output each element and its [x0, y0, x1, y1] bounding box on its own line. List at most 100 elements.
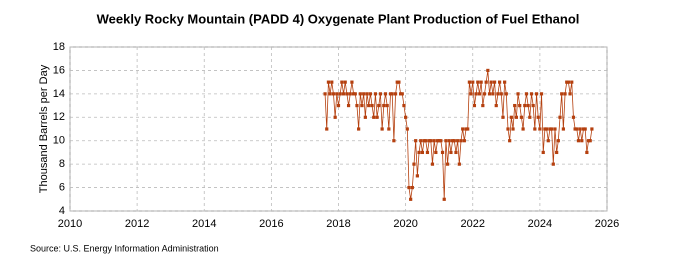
data-point: [402, 103, 406, 108]
data-point: [335, 92, 339, 96]
data-point: [447, 139, 451, 143]
data-point: [511, 127, 515, 131]
y-tick-label: 4: [59, 205, 65, 217]
data-point: [491, 92, 495, 96]
data-point: [365, 92, 369, 96]
data-point: [341, 92, 346, 96]
data-point: [412, 162, 416, 166]
data-point: [336, 103, 341, 108]
data-point: [378, 92, 383, 96]
data-point: [358, 92, 362, 96]
data-point: [526, 103, 530, 108]
data-point: [541, 150, 545, 155]
data-point: [499, 92, 503, 96]
data-point: [435, 139, 440, 143]
data-point: [560, 92, 564, 96]
data-point: [558, 115, 562, 119]
y-tick-label: 16: [53, 64, 65, 76]
data-point: [388, 92, 393, 96]
data-point: [543, 127, 547, 131]
data-point: [492, 80, 497, 84]
data-point: [580, 139, 584, 143]
y-tick-label: 14: [53, 88, 65, 100]
data-point: [508, 139, 512, 143]
data-point: [377, 103, 381, 108]
data-point: [472, 103, 477, 108]
data-point: [404, 115, 408, 119]
data-point: [451, 139, 455, 143]
data-point: [439, 139, 443, 143]
data-point: [570, 80, 574, 84]
y-axis-label: Thousand Barrels per Day: [38, 64, 50, 193]
data-point: [419, 139, 423, 143]
data-point: [513, 103, 517, 108]
data-point: [392, 139, 396, 143]
data-point: [576, 139, 581, 143]
data-point: [461, 127, 465, 131]
data-point: [457, 162, 461, 166]
data-point: [417, 150, 421, 155]
data-point: [363, 115, 367, 119]
data-point: [328, 92, 332, 96]
data-point: [395, 80, 399, 84]
data-point: [415, 174, 419, 178]
x-tick-label: 2012: [125, 218, 149, 230]
data-point: [575, 127, 579, 131]
data-point: [479, 80, 483, 84]
data-point: [566, 80, 571, 84]
data-point: [367, 103, 371, 108]
y-tick-label: 12: [53, 111, 65, 123]
data-point: [538, 127, 542, 131]
x-tick-label: 2020: [393, 218, 417, 230]
data-point: [387, 127, 391, 131]
data-point: [501, 115, 505, 119]
data-point: [424, 139, 428, 143]
data-point: [585, 150, 589, 155]
data-point: [506, 127, 510, 131]
data-point: [440, 150, 445, 155]
data-point: [357, 127, 361, 131]
data-point: [420, 150, 425, 155]
data-point: [524, 92, 529, 96]
data-point: [340, 80, 344, 84]
data-point: [375, 115, 379, 119]
data-point: [432, 139, 436, 143]
data-point: [414, 139, 418, 143]
data-point: [325, 127, 329, 131]
data-point: [452, 139, 456, 143]
data-point: [464, 127, 468, 131]
data-point: [553, 127, 557, 131]
data-point: [571, 115, 576, 119]
data-point: [555, 150, 559, 155]
data-point: [514, 115, 518, 119]
data-point: [583, 127, 587, 131]
data-point: [393, 92, 398, 96]
data-point: [484, 80, 488, 84]
data-point: [471, 80, 475, 84]
data-point: [523, 103, 527, 108]
source: Source: U.S. Energy Information Administ…: [30, 243, 219, 253]
data-point: [425, 150, 430, 155]
data-point: [539, 92, 544, 96]
data-point: [509, 115, 513, 119]
data-point: [362, 92, 366, 96]
data-point: [521, 127, 525, 131]
data-point: [373, 92, 378, 96]
data-point: [548, 127, 552, 131]
data-point: [383, 92, 388, 96]
data-point: [429, 139, 433, 143]
data-point: [469, 92, 473, 96]
data-point: [407, 185, 411, 190]
data-point: [385, 103, 389, 108]
data-point: [323, 92, 327, 96]
data-point: [390, 92, 394, 96]
data-point: [456, 139, 460, 143]
data-point: [533, 127, 537, 131]
data-point: [382, 103, 386, 108]
data-point: [516, 92, 520, 96]
data-point: [528, 115, 532, 119]
data-point: [482, 92, 487, 96]
data-point: [503, 80, 507, 84]
data-point: [444, 139, 448, 143]
